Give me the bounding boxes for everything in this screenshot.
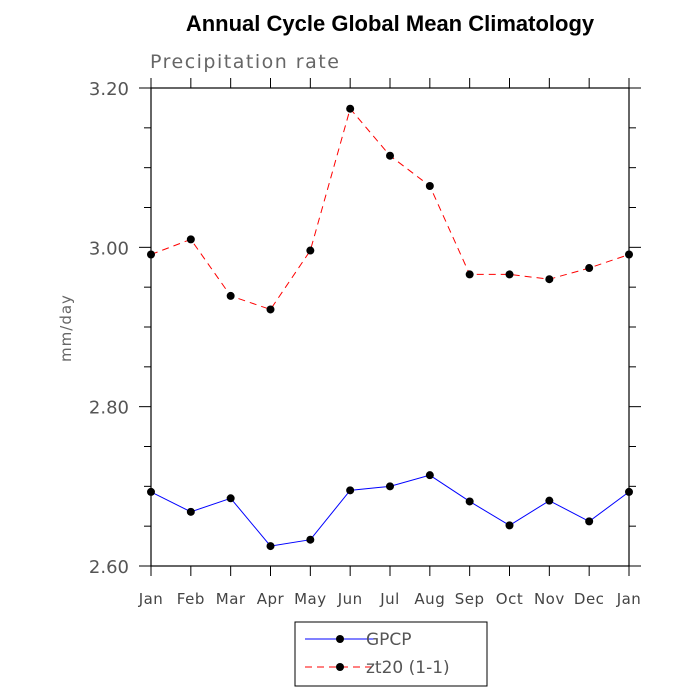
y-tick-label: 3.20 [89,79,129,100]
data-point-gpcp [585,517,594,526]
data-point-zt20 [505,270,514,279]
data-point-zt20 [386,151,394,160]
data-point-zt20 [465,270,474,279]
data-point-zt20 [266,305,275,314]
legend-label-zt20: zt20 (1-1) [366,658,450,678]
data-point-gpcp [625,487,633,496]
data-point-gpcp [346,486,355,495]
x-tick-label: Aug [414,590,445,608]
x-tick-label: Jan [616,590,642,608]
data-point-zt20 [625,250,633,259]
data-point-zt20 [585,264,594,273]
x-tick-label: Apr [257,590,285,608]
data-point-gpcp [386,482,394,491]
x-tick-label: Oct [496,590,523,608]
legend-box [294,621,488,687]
data-point-gpcp [505,521,514,530]
data-point-zt20 [186,235,195,244]
data-point-gpcp [266,542,275,551]
x-tick-label: May [294,590,327,608]
data-point-gpcp [186,507,195,516]
data-point-gpcp [545,496,554,505]
legend-marker-zt20 [336,663,344,671]
x-axis: Jan Feb Mar Apr May Jun Jul Aug Sep Oct Nov Dec Jan [138,78,642,608]
x-tick-label: Dec [574,590,605,608]
data-point-gpcp [147,487,155,496]
chart-subtitle: Precipitation rate [150,51,340,73]
legend: GPCP zt20 (1-1) [294,621,488,687]
y-axis: 2.60 2.80 3.00 3.20 [89,79,641,578]
y-axis-label: mm/day [57,294,75,362]
x-tick-label: Jun [337,590,363,608]
data-point-zt20 [306,246,315,255]
data-point-zt20 [226,291,235,300]
data-point-gpcp [465,497,474,506]
x-tick-label: Jul [379,590,400,608]
data-point-zt20 [346,104,355,113]
legend-label-gpcp: GPCP [366,630,412,650]
data-point-zt20 [545,275,554,284]
data-point-gpcp [226,494,235,503]
x-tick-label: Sep [455,590,485,608]
y-tick-label: 3.00 [89,238,129,259]
data-point-gpcp [425,471,434,480]
y-tick-label: 2.80 [89,398,129,419]
x-tick-label: Jan [138,590,164,608]
data-point-zt20 [147,250,155,259]
x-tick-label: Nov [534,590,565,608]
legend-marker-gpcp [336,635,344,643]
chart-title: Annual Cycle Global Mean Climatology [186,11,595,36]
series-layer [147,104,633,551]
y-tick-label: 2.60 [89,557,129,578]
x-tick-label: Mar [216,590,246,608]
data-point-gpcp [306,535,315,544]
series-line-zt20 [150,107,630,311]
x-tick-label: Feb [177,590,205,608]
data-point-zt20 [425,181,434,190]
